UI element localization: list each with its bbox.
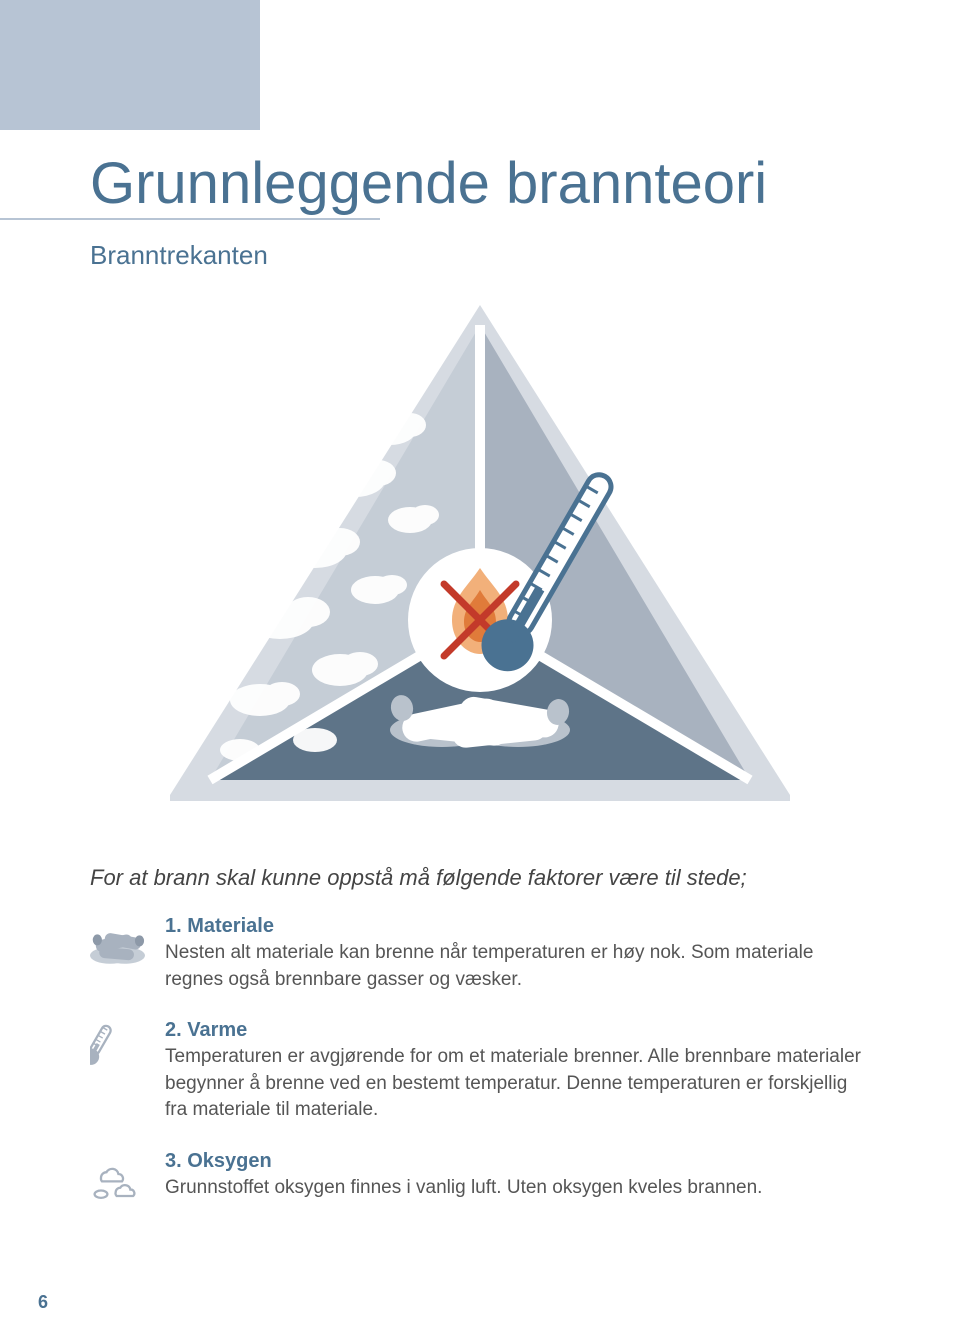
factor-body: Temperaturen er avgjørende for om et mat…	[165, 1044, 870, 1124]
logs-icon	[90, 917, 145, 972]
document-page: Grunnleggende brannteori Branntrekanten	[0, 0, 960, 1335]
title-underline	[0, 218, 380, 220]
page-number: 6	[38, 1292, 48, 1313]
page-subtitle: Branntrekanten	[90, 240, 268, 271]
page-title: Grunnleggende brannteori	[90, 150, 767, 217]
factor-body: Nesten alt materiale kan brenne når temp…	[165, 940, 870, 993]
thermometer-icon	[90, 1021, 145, 1076]
fire-triangle-svg	[160, 300, 800, 830]
factor-list: 1. Materiale Nesten alt materiale kan br…	[90, 915, 870, 1233]
factor-title: 2. Varme	[165, 1019, 870, 1042]
intro-text: For at brann skal kunne oppstå må følgen…	[90, 865, 870, 891]
fire-triangle-diagram	[160, 300, 800, 830]
header-decor-block	[0, 0, 260, 130]
factor-body: Grunnstoffet oksygen finnes i vanlig luf…	[165, 1175, 870, 1202]
factor-item-oksygen: 3. Oksygen Grunnstoffet oksygen finnes i…	[90, 1150, 870, 1207]
factor-title: 3. Oksygen	[165, 1150, 870, 1173]
clouds-icon	[90, 1152, 145, 1207]
factor-item-materiale: 1. Materiale Nesten alt materiale kan br…	[90, 915, 870, 993]
factor-title: 1. Materiale	[165, 915, 870, 938]
factor-item-varme: 2. Varme Temperaturen er avgjørende for …	[90, 1019, 870, 1124]
